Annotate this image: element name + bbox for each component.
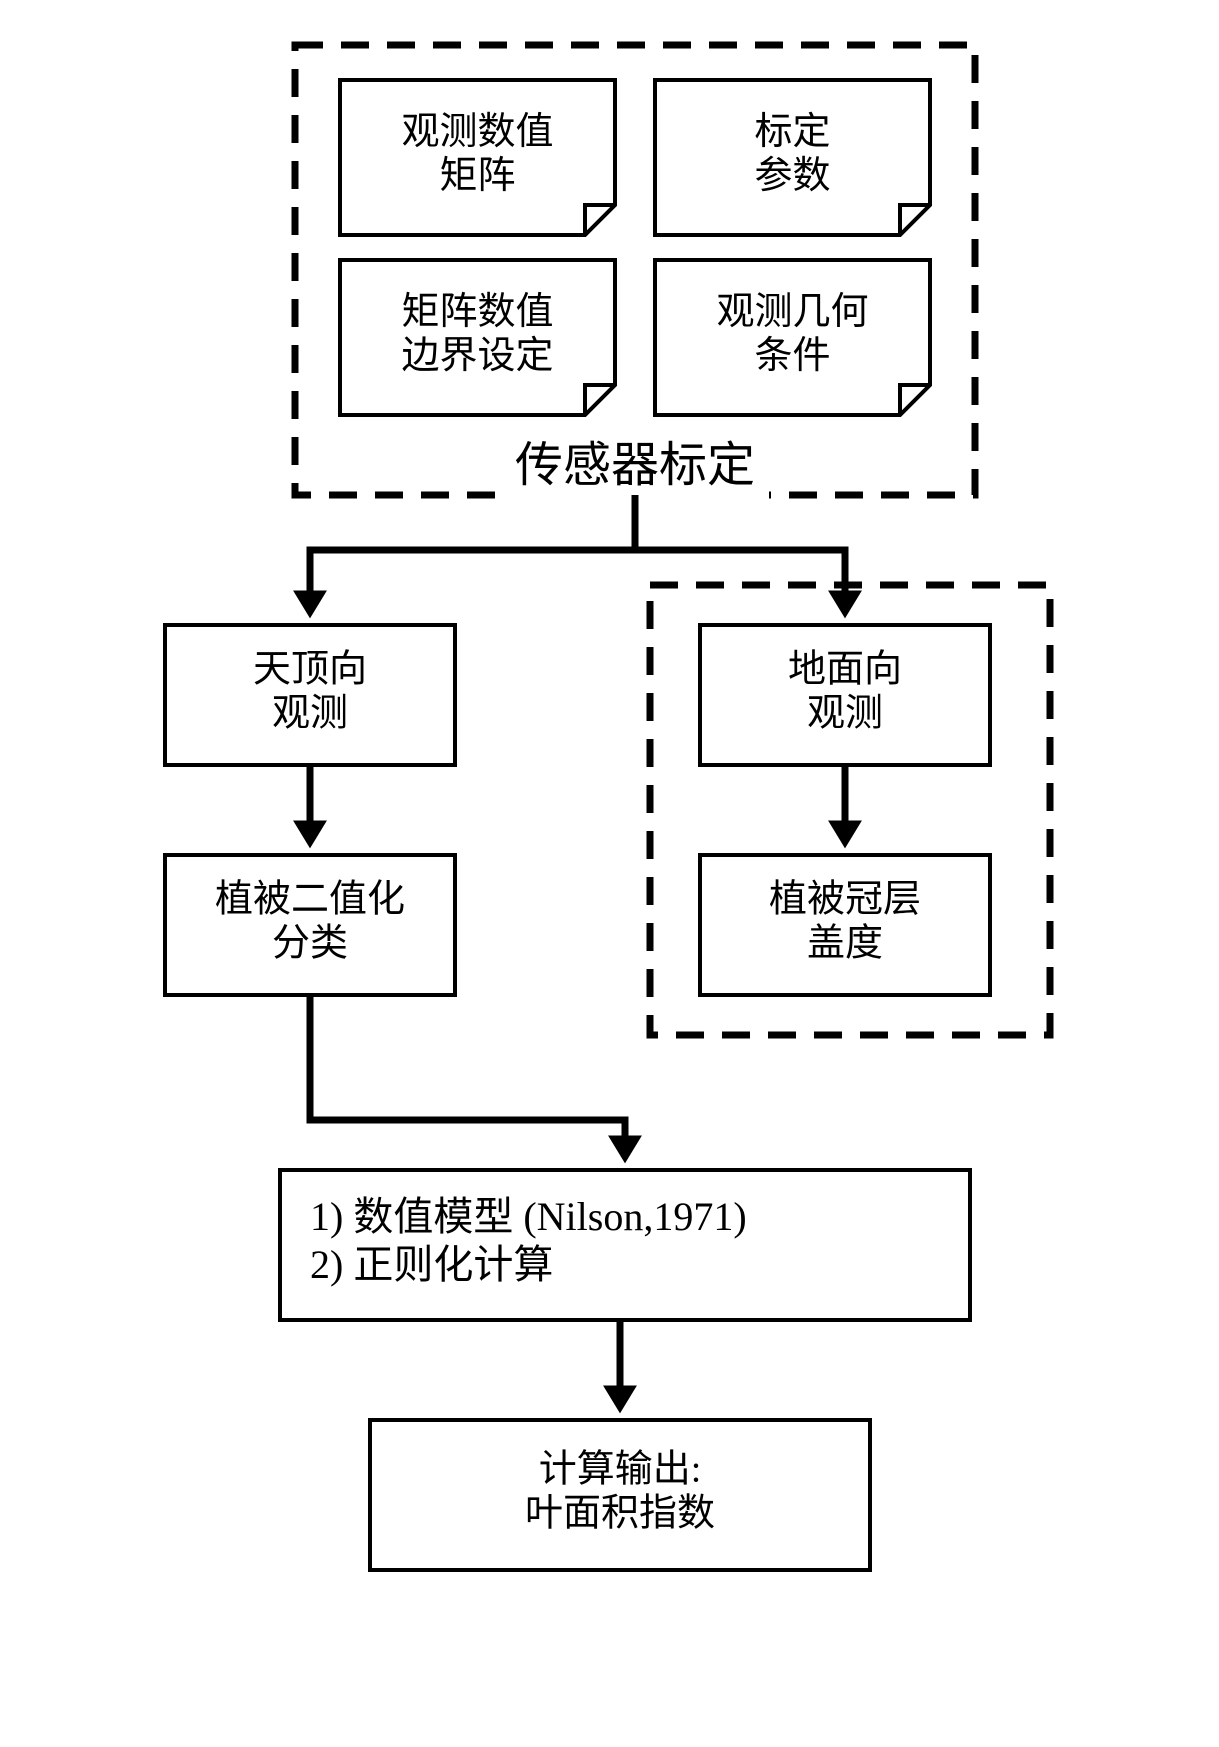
- doc-box-calibration-params-line1: 标定: [754, 111, 830, 153]
- box-numerical-model-line1: 1) 数值模型 (Nilson,1971): [310, 1194, 747, 1239]
- arrow-binary-to-model: [310, 995, 625, 1148]
- box-numerical-model-line2: 2) 正则化计算: [310, 1242, 553, 1287]
- box-output-lai-line2: 叶面积指数: [525, 1493, 715, 1535]
- doc-box-observation-geom-line2: 条件: [754, 335, 830, 377]
- box-canopy-coverage-line2: 盖度: [807, 923, 883, 965]
- box-vegetation-binary-line1: 植被二值化: [215, 879, 405, 921]
- sensor-calibration-title: 传感器标定: [515, 439, 755, 492]
- box-zenith-observation-line1: 天顶向: [253, 649, 367, 691]
- box-output-lai-line1: 计算输出:: [539, 1449, 702, 1491]
- box-zenith-observation-line2: 观测: [272, 693, 348, 735]
- doc-box-matrix-bounds-line2: 边界设定: [401, 335, 553, 377]
- box-ground-observation-line2: 观测: [807, 693, 883, 735]
- doc-box-matrix-bounds-line1: 矩阵数值: [401, 291, 553, 333]
- doc-box-calibration-params-line2: 参数: [754, 155, 830, 197]
- flowchart-diagram: 传感器标定观测数值矩阵标定参数矩阵数值边界设定观测几何条件天顶向观测地面向观测植…: [20, 20, 1219, 1727]
- doc-box-observation-matrix-line1: 观测数值: [401, 111, 553, 153]
- doc-box-observation-geom-line1: 观测几何: [716, 291, 868, 333]
- box-ground-observation-line1: 地面向: [788, 649, 902, 691]
- arrow-split-to-ground: [635, 550, 845, 603]
- arrow-calib-to-split: [310, 495, 635, 603]
- doc-box-observation-matrix-line2: 矩阵: [439, 155, 515, 197]
- box-vegetation-binary-line2: 分类: [272, 923, 348, 965]
- box-canopy-coverage-line1: 植被冠层: [769, 879, 921, 921]
